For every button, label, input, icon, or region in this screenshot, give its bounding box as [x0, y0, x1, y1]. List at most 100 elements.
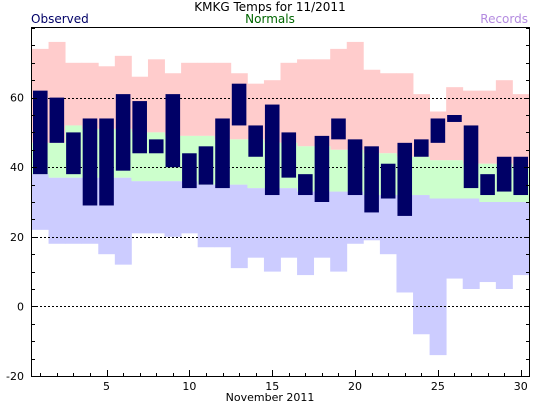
normal-bar [230, 139, 248, 185]
observed-bar [264, 104, 280, 196]
record-high-bar [81, 62, 99, 129]
y-axis: -20 0 20 40 60 [6, 28, 529, 383]
observed-bar [463, 125, 479, 189]
record-high-bar [512, 94, 530, 168]
record-low-bar [446, 198, 464, 279]
x-tick-label: 20 [348, 380, 362, 393]
chart-title: KMKG Temps for 11/2011 [194, 0, 346, 14]
record-low-bar [379, 195, 397, 255]
record-high-bar [346, 41, 364, 150]
observed-bar [148, 139, 164, 154]
observed-bars [32, 83, 529, 216]
observed-bar [248, 125, 263, 157]
record-low-bar [181, 181, 199, 234]
record-high-bar [147, 59, 165, 133]
record-low-bar [214, 184, 232, 248]
observed-bar [331, 118, 346, 140]
observed-bar [66, 132, 81, 175]
observed-bar [347, 139, 363, 196]
observed-bar [380, 163, 396, 199]
record-low-bar [114, 177, 132, 265]
legend-records: Records [480, 12, 528, 26]
observed-bar [132, 101, 147, 154]
record-low-bar [147, 181, 165, 234]
record-low-bars [32, 174, 530, 356]
observed-bar [414, 139, 429, 157]
record-low-bar [32, 174, 49, 230]
observed-bar [82, 118, 98, 206]
observed-bar [99, 118, 114, 206]
record-low-bar [413, 195, 430, 335]
record-low-bar [164, 181, 182, 237]
record-low-bar [263, 188, 281, 272]
x-tick-label: 15 [265, 380, 279, 393]
normal-bar [330, 149, 348, 192]
observed-bar [430, 118, 446, 143]
record-low-bar [247, 188, 265, 258]
observed-bar [314, 135, 330, 202]
record-low-bar [330, 191, 348, 272]
record-low-bar [512, 202, 530, 276]
record-high-bar [65, 62, 83, 126]
observed-bar [496, 156, 512, 192]
observed-bar [215, 118, 230, 189]
record-high-bar [396, 73, 414, 157]
record-low-bar [197, 184, 215, 248]
observed-bar [198, 146, 214, 185]
record-high-bar [446, 87, 464, 161]
y-tick-label: 60 [10, 92, 24, 105]
record-low-bar [495, 202, 513, 289]
record-high-bar [379, 73, 397, 154]
y-tick-label: -20 [6, 370, 24, 383]
observed-bar [397, 142, 413, 216]
x-tick-label: 10 [182, 380, 196, 393]
gridlines [32, 98, 529, 307]
x-tick-label: 30 [514, 380, 528, 393]
record-low-bar [297, 191, 315, 276]
x-axis: 5 10 15 20 25 30 [40, 370, 528, 393]
observed-bar [480, 174, 495, 196]
x-axis-label: November 2011 [225, 391, 315, 404]
normal-bar [48, 142, 66, 178]
y-tick-label: 0 [17, 300, 24, 313]
observed-bar [513, 156, 529, 196]
record-high-bar [98, 66, 116, 129]
y-tick-label: 40 [10, 161, 24, 174]
x-tick-label: 5 [103, 380, 110, 393]
legend-observed: Observed [31, 12, 89, 26]
record-high-bar [181, 62, 199, 136]
observed-bar [364, 146, 379, 213]
record-low-bar [65, 177, 83, 244]
record-low-bar [48, 177, 66, 244]
record-low-bar [479, 202, 497, 283]
plot-frame [31, 27, 530, 377]
record-low-bar [313, 191, 331, 258]
record-high-bar [280, 62, 298, 143]
record-low-bar [429, 198, 447, 356]
record-low-bar [131, 181, 149, 234]
observed-bar [32, 90, 48, 175]
x-tick-label: 25 [431, 380, 445, 393]
normal-bar [429, 160, 447, 199]
observed-bar [115, 94, 131, 171]
record-high-bar [495, 80, 513, 164]
observed-bar [298, 174, 313, 196]
observed-bar [281, 132, 297, 178]
record-high-bar [297, 59, 315, 147]
record-low-bar [346, 191, 364, 244]
record-low-bar [280, 188, 298, 258]
normal-bar [446, 160, 464, 199]
record-low-bar [230, 184, 248, 269]
record-high-bar [479, 90, 497, 164]
record-high-bar [313, 59, 331, 147]
observed-bar [165, 94, 181, 168]
observed-bar [231, 83, 247, 126]
record-low-bar [396, 195, 414, 293]
y-tick-label: 20 [10, 231, 24, 244]
legend-normals: Normals [245, 12, 295, 26]
observed-bar [49, 97, 65, 143]
record-low-bar [462, 198, 480, 289]
record-high-bar [197, 62, 215, 136]
normal-bar [413, 156, 430, 196]
